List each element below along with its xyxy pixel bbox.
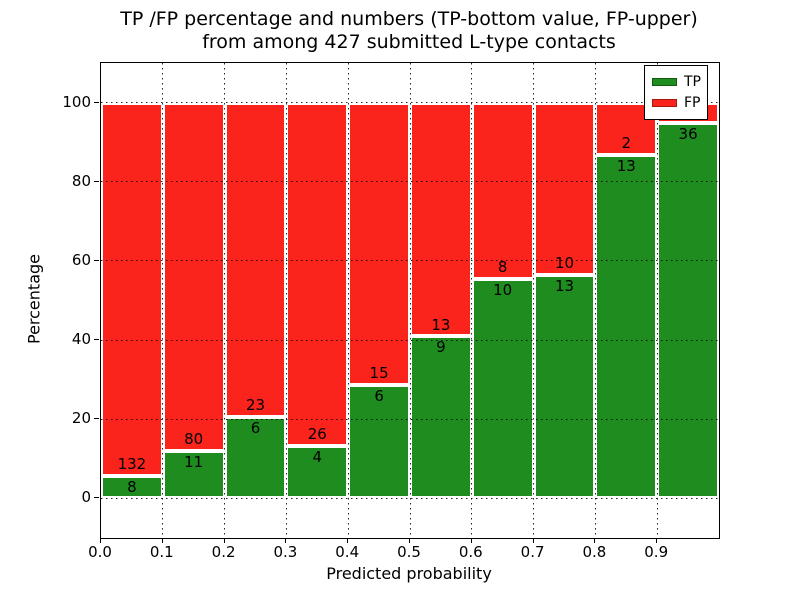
x-tick-mark [656,538,658,543]
x-tick-mark [223,538,225,543]
x-axis-label: Predicted probability [326,564,492,583]
bar-count-tp: 6 [250,418,261,437]
bar-count-fp: 23 [245,395,266,414]
bar-count-tp: 8 [127,477,137,496]
gridline-x [285,63,287,538]
legend-label-fp: FP [684,94,701,111]
x-tick-mark [285,538,287,543]
x-tick-mark [532,538,534,543]
x-tick-mark [594,538,596,543]
bar-segment-tp [286,445,349,499]
y-axis-label: Percentage [24,253,44,345]
gridline-x [533,63,535,538]
x-tick-label: 0.0 [88,543,112,561]
bar-segment-fp [101,102,163,476]
bar-segment-fp [162,102,225,451]
legend-row-fp: FP [652,92,701,113]
plot-area: 132 8 80 11 23 6 26 4 15 6 13 9 8 10 10 13 2 13 36 [100,62,720,539]
y-tick-label: 20 [71,409,91,428]
fp-swatch-icon [652,98,677,107]
bar-segment-fp [471,102,534,279]
bar-count-tp: 13 [616,157,636,176]
bar-count-fp: 26 [307,424,327,443]
x-tick-label: 0.5 [397,543,421,561]
bar-segment-fp [286,102,349,446]
gridline-x [224,63,226,538]
bar-segment-tp [533,274,596,499]
x-tick-label: 0.1 [149,543,174,561]
y-tick-label: 100 [62,92,91,111]
y-tick-mark [94,259,99,261]
bar-segment-tp [348,385,410,499]
x-tick-label: 0.2 [211,543,236,561]
bar-count-tp: 36 [678,125,698,144]
x-tick-mark [161,538,163,543]
bar-segment-fp [410,102,472,337]
x-tick-mark [470,538,472,543]
x-tick-mark [100,538,101,543]
bar-count-fp: 2 [621,134,632,153]
y-tick-mark [94,497,99,499]
gridline-x [409,63,411,538]
bar-count-fp: 13 [431,315,451,334]
bar-count-fp: 10 [554,253,575,272]
chart-title-line1: TP /FP percentage and numbers (TP-bottom… [120,8,698,30]
gridline-x [347,63,349,538]
chart-title-line2: from among 427 submitted L-type contacts [202,31,616,53]
bar-count-tp: 11 [184,452,204,471]
bar-count-tp: 10 [493,280,513,299]
gridline-x [594,63,596,538]
x-tick-label: 0.7 [520,543,545,561]
bar-count-fp: 80 [184,429,204,448]
bar-count-tp: 6 [374,387,384,406]
bar-segment-tp [471,278,534,499]
bar-segment-tp [410,336,472,499]
bar-count-fp: 132 [117,454,147,473]
x-tick-label: 0.3 [273,543,298,561]
bar-count-tp: 9 [436,338,446,357]
bar-count-tp: 13 [554,276,575,295]
bar-count-fp: 8 [497,257,508,276]
bar-segment-tp [162,450,225,499]
y-tick-mark [94,180,99,182]
y-tick-label: 80 [71,171,91,190]
y-tick-label: 0 [81,488,91,507]
bar-segment-fp [224,102,287,417]
legend-row-tp: TP [652,71,701,92]
x-tick-label: 0.6 [458,543,483,561]
bar-segment-fp [533,102,596,275]
x-tick-label: 0.4 [335,543,360,561]
bar-segment-fp [348,102,410,386]
tp-swatch-icon [652,77,677,86]
y-tick-mark [94,339,99,341]
gridline-x [471,63,473,538]
bar-count-fp: 15 [369,364,389,383]
y-tick-mark [94,418,99,420]
legend: TP FP [644,65,708,120]
x-tick-mark [347,538,349,543]
bar-segment-tp [657,123,719,499]
y-tick-label: 40 [71,330,91,349]
legend-label-tp: TP [684,73,701,90]
bar-count-tp: 4 [312,447,323,466]
x-tick-label: 0.8 [582,543,607,561]
gridline-x [656,63,658,538]
y-tick-mark [94,101,99,103]
bar-segment-tp [595,155,658,499]
x-tick-label: 0.9 [644,543,669,561]
y-tick-label: 60 [71,250,91,269]
bar-segment-tp [101,475,163,499]
x-tick-mark [409,538,410,543]
bar-segment-tp [224,416,287,499]
gridline-x [162,63,164,538]
chart-title: TP /FP percentage and numbers (TP-bottom… [100,8,718,54]
